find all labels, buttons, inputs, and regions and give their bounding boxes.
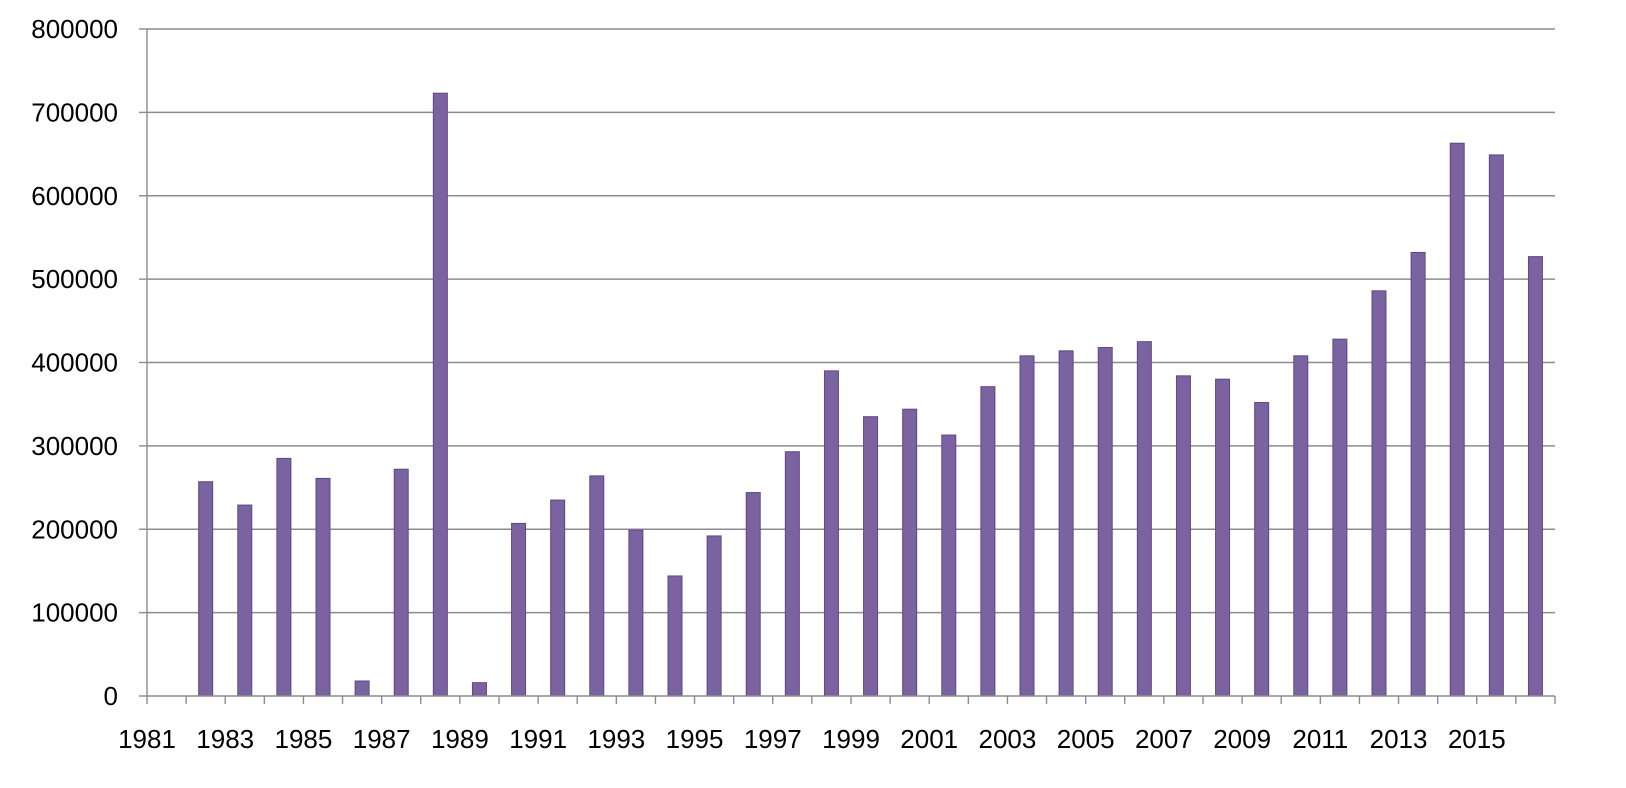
bar-1988	[432, 92, 448, 697]
y-tick-label: 100000	[31, 598, 118, 628]
bar-1985	[315, 477, 331, 697]
x-tick-label: 2009	[1213, 724, 1271, 754]
y-tick-labels: 0 100000 200000 300000 400000 500000 600000 700…	[31, 14, 118, 711]
x-tick-label: 2007	[1135, 724, 1193, 754]
bar-2012	[1371, 290, 1387, 697]
x-tick-label: 2001	[900, 724, 958, 754]
y-tick-label: 200000	[31, 514, 118, 544]
y-tick-label: 300000	[31, 431, 118, 461]
bar-2015	[1488, 154, 1504, 697]
y-tick-label: 500000	[31, 264, 118, 294]
x-tick-label: 2013	[1370, 724, 1428, 754]
x-tick-label: 2011	[1292, 724, 1348, 754]
bars	[198, 92, 1543, 697]
x-tick-label: 1997	[744, 724, 802, 754]
bar-2016	[1527, 256, 1543, 697]
x-tick-label: 1985	[275, 724, 333, 754]
x-tick-label: 1989	[431, 724, 489, 754]
x-tick-label: 1995	[666, 724, 724, 754]
y-tick-label: 600000	[31, 181, 118, 211]
bar-1992	[589, 475, 605, 697]
bar-1984	[276, 457, 292, 697]
bar-1993	[628, 529, 644, 697]
bar-1989	[471, 682, 487, 697]
bar-2014	[1449, 142, 1465, 697]
bar-1986	[354, 680, 370, 697]
x-tick-label: 1981	[118, 724, 176, 754]
bar-1982	[198, 481, 214, 697]
gridlines	[147, 28, 1555, 614]
x-tick-label: 2005	[1057, 724, 1115, 754]
y-tick-label: 700000	[31, 97, 118, 127]
bar-1983	[237, 504, 253, 697]
bar-1987	[393, 468, 409, 697]
y-tick-label: 0	[104, 681, 118, 711]
bar-1999	[863, 416, 879, 697]
bar-2001	[941, 434, 957, 697]
bar-2007	[1175, 375, 1191, 697]
bar-2003	[1019, 355, 1035, 697]
axes	[139, 28, 1556, 704]
bar-2011	[1332, 338, 1348, 697]
bar-1996	[745, 492, 761, 697]
bar-1998	[823, 370, 839, 697]
x-tick-label: 1983	[196, 724, 254, 754]
bar-2006	[1136, 341, 1152, 697]
bar-1994	[667, 575, 683, 697]
x-tick-label: 1993	[587, 724, 645, 754]
bar-2009	[1254, 402, 1270, 697]
x-tick-label: 1999	[822, 724, 880, 754]
x-tick-label: 2015	[1448, 724, 1506, 754]
bar-2004	[1058, 350, 1074, 697]
bar-2013	[1410, 251, 1426, 697]
x-tick-label: 1991	[509, 724, 567, 754]
x-tick-label: 2003	[979, 724, 1037, 754]
bar-2002	[980, 386, 996, 697]
x-tick-labels: 1981 1983 1985 1987 1989 1991 1993 1995 1997 1999…	[118, 724, 1506, 754]
y-tick-label: 400000	[31, 348, 118, 378]
bar-2010	[1293, 355, 1309, 697]
bar-1997	[784, 451, 800, 697]
bar-1991	[550, 499, 566, 697]
x-tick-label: 1987	[353, 724, 411, 754]
bar-2005	[1097, 346, 1113, 697]
bar-2008	[1215, 378, 1231, 697]
y-tick-label: 800000	[31, 14, 118, 44]
bar-1995	[706, 535, 722, 697]
bar-1990	[511, 522, 527, 697]
bar-2000	[902, 408, 918, 697]
